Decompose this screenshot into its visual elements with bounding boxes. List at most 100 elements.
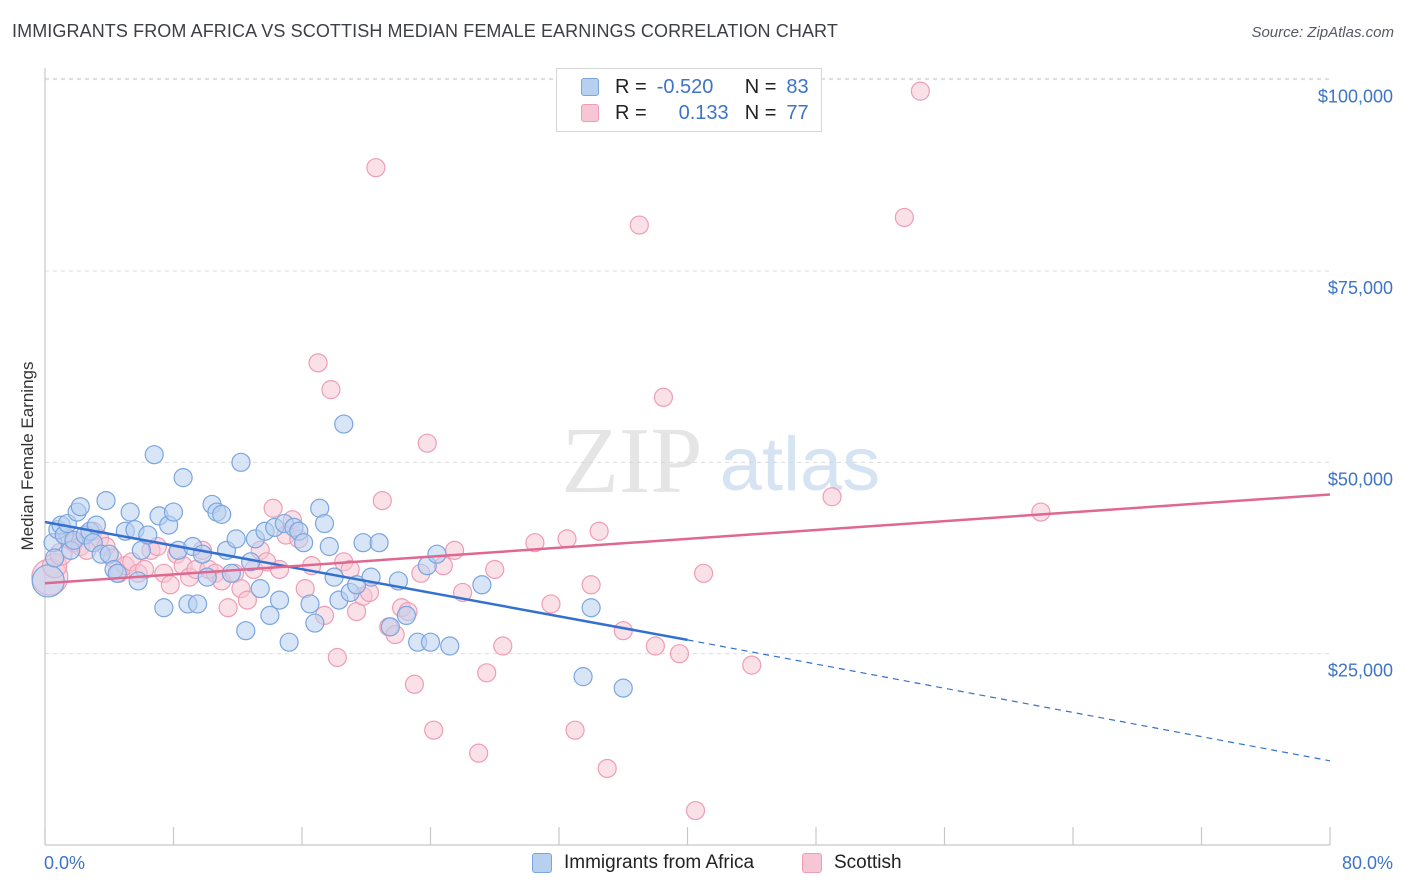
- scottish-point: [589, 521, 609, 541]
- legend-item-africa[interactable]: Immigrants from Africa: [532, 852, 754, 874]
- africa-point: [427, 544, 447, 564]
- scottish-point: [669, 644, 690, 664]
- x-tick-label-max: 80.0%: [1342, 853, 1393, 873]
- scottish-point: [742, 655, 762, 675]
- source-label: Source: ZipAtlas.com: [1251, 24, 1394, 41]
- watermark-zip: ZIP: [562, 409, 703, 513]
- africa-point: [269, 590, 290, 610]
- scottish-point: [308, 353, 328, 373]
- scottish-point: [469, 743, 489, 763]
- scottish-point: [444, 540, 465, 560]
- scottish-point: [541, 594, 561, 614]
- africa-point: [236, 621, 256, 641]
- y-tick-label: $50,000: [1328, 469, 1393, 489]
- africa-point: [380, 617, 400, 637]
- tick-labels: $25,000 $50,000 $75,000 $100,000 0.0% 80.0%: [44, 87, 1393, 873]
- africa-swatch: [581, 78, 599, 96]
- n-label-scottish: N =: [744, 101, 777, 124]
- africa-point: [305, 613, 325, 633]
- legend-scottish-label: Scottish: [834, 852, 902, 873]
- scottish-trend-line: [44, 493, 1331, 585]
- africa-point: [369, 533, 389, 553]
- scottish-point: [613, 621, 633, 641]
- scottish-point: [629, 215, 649, 235]
- africa-point: [221, 563, 241, 583]
- scottish-point: [910, 81, 931, 101]
- scottish-points: [31, 81, 1051, 821]
- r-value-africa: -0.520: [656, 75, 714, 98]
- scottish-point: [685, 800, 706, 821]
- scottish-point: [366, 158, 386, 178]
- africa-point: [613, 678, 633, 698]
- africa-point: [231, 452, 251, 472]
- y-tick-label: $75,000: [1328, 278, 1393, 298]
- scottish-point: [565, 720, 585, 740]
- africa-point: [294, 533, 314, 553]
- africa-point: [192, 544, 213, 564]
- scottish-point: [485, 559, 505, 580]
- africa-point: [128, 571, 148, 591]
- scottish-point: [822, 487, 842, 507]
- scottish-point: [417, 433, 437, 453]
- africa-point: [440, 636, 460, 656]
- africa-point: [144, 445, 164, 465]
- africa-point: [45, 548, 65, 568]
- scottish-point: [424, 720, 444, 740]
- stats-row-scottish: R = 0.133 N = 77: [581, 100, 809, 126]
- r-label-africa: R =: [615, 75, 647, 98]
- scottish-point: [1031, 502, 1051, 522]
- n-value-africa: 83: [786, 75, 809, 98]
- legend: Immigrants from Africa Scottish: [0, 852, 1406, 876]
- scottish-point: [525, 533, 545, 553]
- scottish-point: [477, 663, 497, 683]
- scottish-point: [321, 380, 341, 400]
- africa-point: [353, 533, 373, 553]
- legend-africa-swatch: [532, 853, 552, 873]
- scottish-point: [237, 590, 257, 610]
- r-label-scottish: R =: [615, 101, 647, 124]
- trend-lines: [44, 493, 1331, 762]
- legend-item-scottish[interactable]: Scottish: [802, 852, 902, 874]
- africa-trend-line: [44, 520, 688, 642]
- scottish-point: [653, 387, 674, 407]
- africa-points: [31, 414, 633, 698]
- africa-point: [154, 598, 174, 618]
- stats-box: R = -0.520 N = 83 R = 0.133 N = 77: [556, 68, 822, 132]
- scottish-point: [693, 563, 714, 583]
- africa-point: [250, 579, 270, 599]
- africa-trend-extension: [687, 639, 1331, 762]
- scottish-point: [557, 529, 577, 549]
- africa-point: [70, 497, 90, 517]
- scottish-swatch: [581, 104, 599, 122]
- r-value-scottish: 0.133: [678, 101, 729, 124]
- africa-point: [187, 594, 208, 614]
- scottish-point: [404, 674, 425, 694]
- scottish-point: [581, 575, 601, 595]
- scottish-point: [327, 647, 347, 668]
- africa-point: [96, 491, 116, 511]
- scottish-point: [263, 498, 283, 518]
- africa-point: [173, 468, 193, 488]
- zipatlas-watermark: ZIP atlas: [562, 409, 881, 513]
- africa-point: [31, 564, 65, 598]
- axes: [44, 68, 1331, 846]
- africa-point: [420, 632, 441, 652]
- n-label-africa: N =: [744, 75, 777, 98]
- africa-point: [334, 414, 354, 434]
- africa-point: [163, 502, 184, 522]
- africa-point: [573, 667, 593, 687]
- africa-point: [212, 504, 232, 524]
- x-tick-label-min: 0.0%: [44, 853, 85, 873]
- stats-row-africa: R = -0.520 N = 83: [581, 74, 809, 100]
- africa-point: [300, 594, 320, 614]
- scottish-point: [597, 758, 617, 779]
- africa-point: [314, 513, 335, 534]
- africa-point: [581, 598, 601, 618]
- scottish-point: [645, 636, 665, 656]
- chart-title: IMMIGRANTS FROM AFRICA VS SCOTTISH MEDIA…: [12, 21, 838, 41]
- scottish-point: [218, 598, 238, 618]
- y-tick-label: $100,000: [1318, 87, 1393, 107]
- africa-point: [396, 605, 417, 626]
- scottish-point: [160, 575, 180, 595]
